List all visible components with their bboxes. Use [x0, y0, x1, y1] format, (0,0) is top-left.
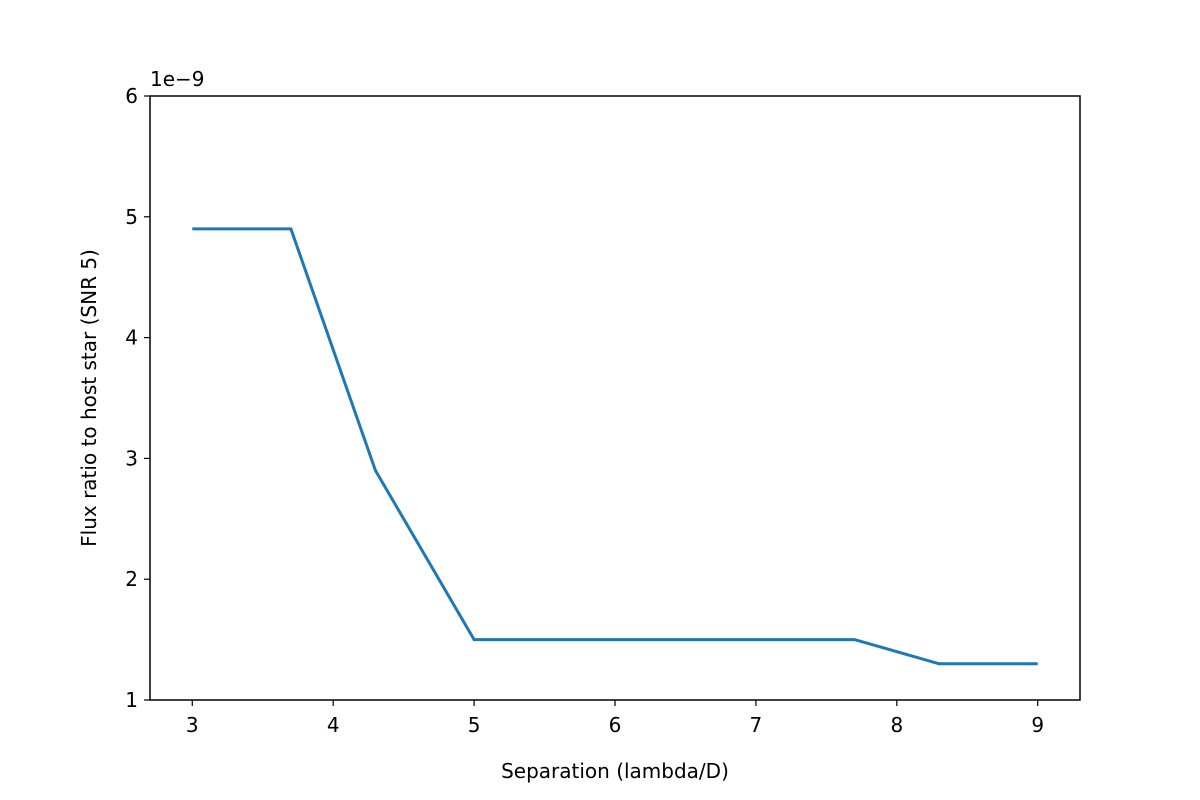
y-axis-label: Flux ratio to host star (SNR 5) — [77, 249, 101, 547]
y-tick-label: 1 — [125, 688, 138, 712]
x-tick-label: 6 — [609, 713, 622, 737]
x-tick-label: 3 — [186, 713, 199, 737]
x-tick-label: 4 — [327, 713, 340, 737]
x-tick-label: 5 — [468, 713, 481, 737]
y-tick-label: 4 — [125, 326, 138, 350]
x-tick-label: 8 — [890, 713, 903, 737]
y-tick-label: 2 — [125, 567, 138, 591]
data-line — [192, 227, 1038, 666]
y-tick-label: 3 — [125, 446, 138, 470]
y-tick-label: 5 — [125, 205, 138, 229]
y-tick-label: 6 — [125, 84, 138, 108]
x-axis-label: Separation (lambda/D) — [501, 759, 729, 783]
x-tick-label: 7 — [750, 713, 763, 737]
plot-frame — [149, 95, 1081, 701]
x-tick-label: 9 — [1031, 713, 1044, 737]
y-offset-text: 1e−9 — [150, 67, 205, 91]
